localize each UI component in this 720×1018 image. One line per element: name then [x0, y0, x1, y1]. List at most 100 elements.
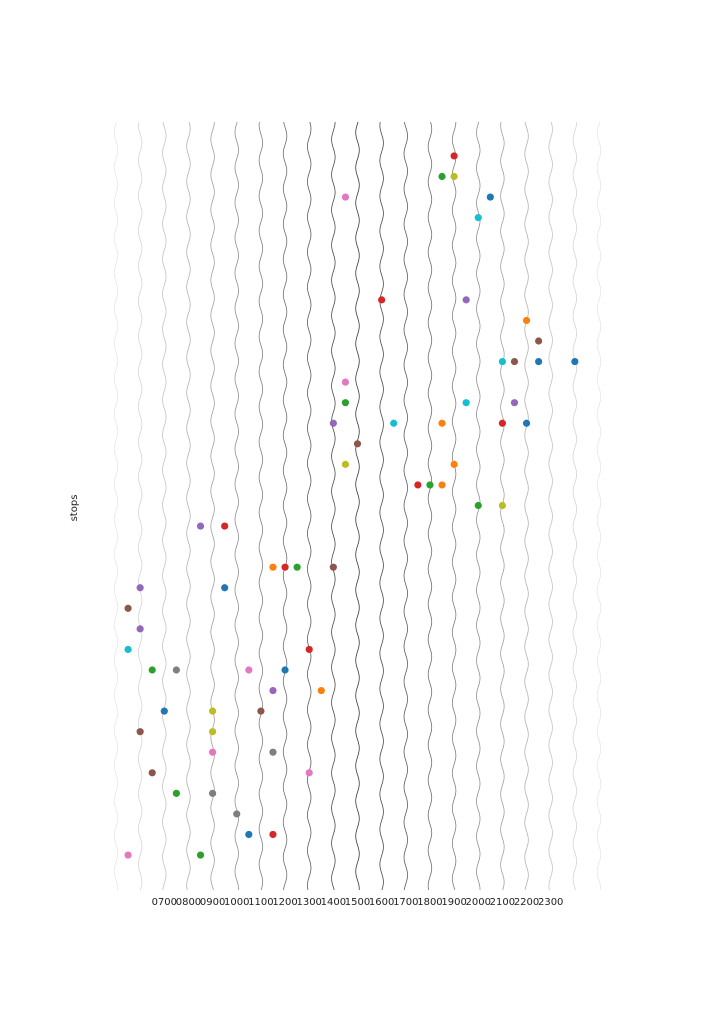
- point: [426, 481, 434, 489]
- point: [281, 666, 289, 674]
- point: [414, 481, 422, 489]
- x-tick-label: 2100: [490, 897, 515, 908]
- point: [136, 625, 144, 633]
- point: [450, 172, 458, 181]
- point: [257, 707, 265, 715]
- decor-wave: [596, 121, 602, 891]
- decor-wave: [113, 121, 119, 891]
- x-tick-label: 2000: [466, 897, 491, 908]
- x-tick-label: 1400: [321, 897, 346, 908]
- point: [438, 419, 446, 427]
- grid-line: [427, 121, 433, 891]
- point: [148, 769, 156, 777]
- point: [245, 666, 253, 674]
- x-tick-label: 1600: [369, 897, 394, 908]
- point: [341, 399, 350, 407]
- point: [474, 214, 482, 222]
- point: [221, 584, 229, 592]
- point: [245, 830, 253, 839]
- x-tick-label: 1200: [272, 897, 297, 908]
- point: [329, 563, 337, 571]
- grid-line: [258, 121, 264, 891]
- point: [390, 419, 398, 427]
- point: [209, 728, 217, 736]
- x-tick-label: 1500: [345, 897, 370, 908]
- x-tick-label: 1900: [441, 897, 466, 908]
- point: [522, 419, 531, 427]
- point: [535, 337, 543, 345]
- point: [233, 810, 241, 818]
- grid-line: [306, 121, 312, 891]
- grid-line: [162, 121, 167, 891]
- point: [510, 357, 519, 366]
- grid-line: [548, 121, 553, 891]
- x-tick-label: 2300: [538, 897, 563, 908]
- point: [124, 645, 132, 654]
- point: [498, 357, 506, 366]
- point: [221, 522, 229, 530]
- point: [148, 666, 156, 674]
- grid-line: [379, 121, 384, 891]
- x-tick-label: 0900: [200, 897, 225, 908]
- point: [305, 645, 313, 654]
- point: [160, 707, 168, 715]
- grid-line: [355, 121, 360, 891]
- point: [269, 748, 277, 756]
- x-tick-label: 1800: [417, 897, 442, 908]
- point: [317, 686, 325, 695]
- grid-line: [403, 121, 409, 891]
- point: [498, 501, 506, 510]
- point: [462, 296, 470, 304]
- grid-line: [451, 121, 457, 891]
- point: [293, 563, 301, 571]
- grid-line: [186, 121, 191, 891]
- x-tick-label: 2200: [514, 897, 539, 908]
- point: [341, 193, 350, 201]
- point: [209, 789, 217, 797]
- point: [209, 707, 217, 715]
- grid-line: [210, 121, 215, 891]
- x-tick-label: 1000: [224, 897, 249, 908]
- x-tick-label: 0800: [176, 897, 201, 908]
- point: [124, 851, 132, 859]
- point: [209, 748, 217, 756]
- grid-line: [234, 121, 239, 891]
- grid-line: [282, 121, 288, 891]
- grid-line: [524, 121, 529, 891]
- point: [450, 460, 458, 468]
- point: [438, 481, 446, 489]
- point: [172, 666, 180, 674]
- point: [474, 501, 482, 510]
- point: [353, 440, 362, 448]
- point: [136, 584, 144, 592]
- point: [269, 830, 277, 839]
- decor-wave: [572, 121, 578, 891]
- point: [510, 399, 519, 407]
- x-tick-label: 0700: [152, 897, 177, 908]
- point: [535, 357, 543, 366]
- point: [305, 769, 313, 777]
- x-tick-label: 1700: [393, 897, 418, 908]
- grid-line: [331, 121, 336, 891]
- point: [124, 604, 132, 612]
- point: [269, 563, 277, 571]
- point: [450, 152, 458, 160]
- point: [196, 851, 205, 859]
- point: [341, 378, 350, 386]
- point: [269, 686, 277, 695]
- point: [571, 357, 579, 366]
- point: [462, 399, 470, 407]
- point: [196, 522, 205, 530]
- point: [329, 419, 337, 427]
- point: [378, 296, 386, 304]
- point: [281, 563, 289, 571]
- y-axis-label: stops: [69, 495, 80, 522]
- point: [438, 172, 446, 181]
- point: [522, 316, 531, 325]
- x-tick-label: 1300: [296, 897, 321, 908]
- point: [486, 193, 494, 201]
- decor-wave: [137, 121, 143, 891]
- point: [498, 419, 506, 427]
- point: [172, 789, 180, 797]
